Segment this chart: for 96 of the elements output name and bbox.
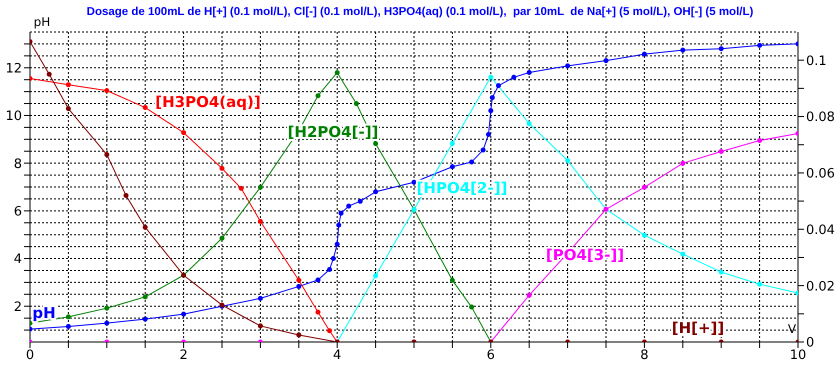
point: [496, 83, 501, 88]
x-tick-label: 10: [790, 348, 806, 364]
point: [66, 314, 71, 320]
point: [373, 273, 378, 278]
point: [46, 72, 52, 77]
point: [511, 74, 516, 80]
x-tick-label: 0: [26, 348, 34, 364]
point: [142, 105, 148, 110]
point: [258, 218, 263, 224]
y2-tick-label: 0.08: [806, 110, 835, 126]
point: [373, 189, 378, 194]
point: [346, 204, 352, 209]
point: [316, 278, 320, 282]
point: [327, 267, 332, 272]
x-tick-label: 2: [179, 348, 188, 364]
chart-title: Dosage de 100mL de H[+] (0.1 mol/L), Cl[-] (0.1 mol/L), H3PO4(aq) (0.1 mol/L), par 10mL de Na[+] (5 mol/L), OH[-] (5 mol/L): [86, 6, 754, 18]
point: [338, 210, 344, 216]
point: [642, 52, 647, 57]
y2-tick-label: 0.02: [806, 279, 835, 294]
x-axis-title: V: [788, 322, 797, 336]
point: [327, 328, 332, 334]
point: [642, 232, 647, 238]
point: [358, 198, 363, 204]
point: [220, 166, 224, 171]
point: [124, 192, 128, 198]
point: [757, 138, 762, 143]
point: [718, 148, 724, 154]
point: [718, 270, 724, 275]
x-tick-label: 8: [640, 348, 649, 364]
point: [488, 108, 494, 114]
point: [238, 186, 244, 191]
point: [450, 164, 455, 170]
point: [66, 106, 71, 112]
point: [316, 93, 320, 98]
point: [565, 158, 570, 164]
point: [480, 148, 486, 153]
point: [526, 70, 532, 76]
point: [604, 58, 608, 64]
y-tick-label: 4: [14, 252, 22, 268]
y2-tick-label: 0.06: [806, 166, 835, 182]
point: [142, 316, 148, 322]
point: [469, 159, 474, 164]
point: [104, 152, 110, 158]
point: [258, 323, 263, 328]
series-label: [H[+]]: [672, 319, 724, 337]
point: [680, 160, 686, 166]
y-tick-label: 8: [14, 156, 22, 172]
point: [104, 88, 110, 94]
point: [334, 242, 340, 247]
point: [450, 140, 455, 146]
y2-tick-label: 0.04: [806, 222, 835, 238]
point: [220, 236, 224, 241]
point: [757, 282, 762, 287]
y-axis-title: pH: [34, 15, 50, 29]
point: [565, 63, 570, 68]
point: [296, 284, 302, 289]
point: [296, 278, 302, 283]
point: [142, 294, 148, 300]
x-tick-label: 6: [486, 348, 495, 364]
point: [718, 46, 724, 52]
point: [258, 296, 263, 301]
point: [181, 312, 186, 317]
point: [354, 101, 359, 106]
point: [680, 252, 686, 257]
point: [330, 256, 336, 262]
point: [373, 141, 378, 146]
point: [66, 82, 71, 88]
point: [642, 184, 647, 190]
point: [526, 292, 532, 298]
series-label: pH: [32, 304, 56, 322]
point: [104, 306, 110, 311]
y2-tick-label: 0.1: [806, 54, 827, 69]
y-tick-label: 12: [5, 61, 22, 76]
y2-tick-label: 0: [806, 336, 814, 351]
point: [296, 332, 302, 338]
point: [469, 304, 474, 310]
point: [316, 310, 320, 315]
x-tick-label: 4: [333, 348, 342, 364]
point: [450, 278, 455, 283]
y-tick-label: 6: [14, 204, 22, 220]
point: [258, 184, 263, 190]
point: [104, 320, 110, 326]
point: [334, 70, 340, 76]
point: [66, 324, 71, 329]
y-tick-label: 10: [5, 109, 22, 124]
point: [490, 95, 495, 100]
point: [680, 48, 686, 53]
point: [142, 224, 148, 230]
point: [336, 222, 342, 228]
point: [486, 132, 491, 138]
point: [488, 74, 494, 80]
series-label: [H3PO4(aq)]: [155, 93, 261, 111]
point: [526, 121, 532, 126]
point: [181, 130, 186, 136]
point: [757, 42, 762, 48]
y-tick-label: 2: [14, 300, 22, 315]
